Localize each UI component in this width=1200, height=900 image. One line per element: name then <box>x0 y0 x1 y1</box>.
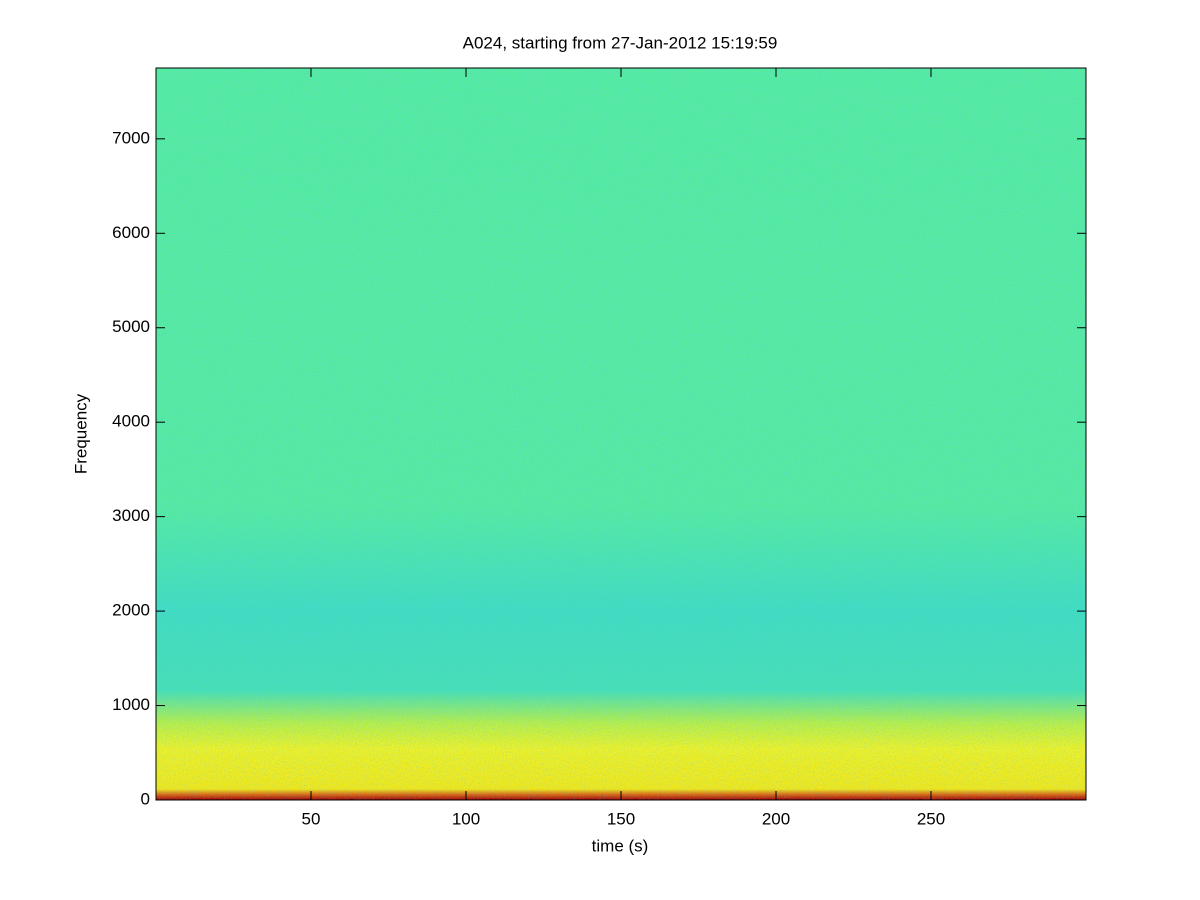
y-tick-label: 5000 <box>112 317 150 336</box>
x-tick-label: 200 <box>762 809 790 828</box>
x-tick-label: 50 <box>302 809 321 828</box>
y-tick-label: 7000 <box>112 128 150 147</box>
y-tick-label: 2000 <box>112 601 150 620</box>
y-tick-label: 0 <box>141 789 150 808</box>
spectrogram-texture <box>156 68 1086 800</box>
x-tick-label: 150 <box>607 809 635 828</box>
x-axis-label: time (s) <box>592 836 649 855</box>
chart-title: A024, starting from 27-Jan-2012 15:19:59 <box>463 33 778 52</box>
y-axis-label: Frequency <box>71 393 90 474</box>
y-tick-label: 6000 <box>112 223 150 242</box>
y-tick-label: 3000 <box>112 506 150 525</box>
y-tick-label: 1000 <box>112 695 150 714</box>
x-tick-label: 250 <box>917 809 945 828</box>
y-tick-label: 4000 <box>112 412 150 431</box>
x-tick-label: 100 <box>452 809 480 828</box>
